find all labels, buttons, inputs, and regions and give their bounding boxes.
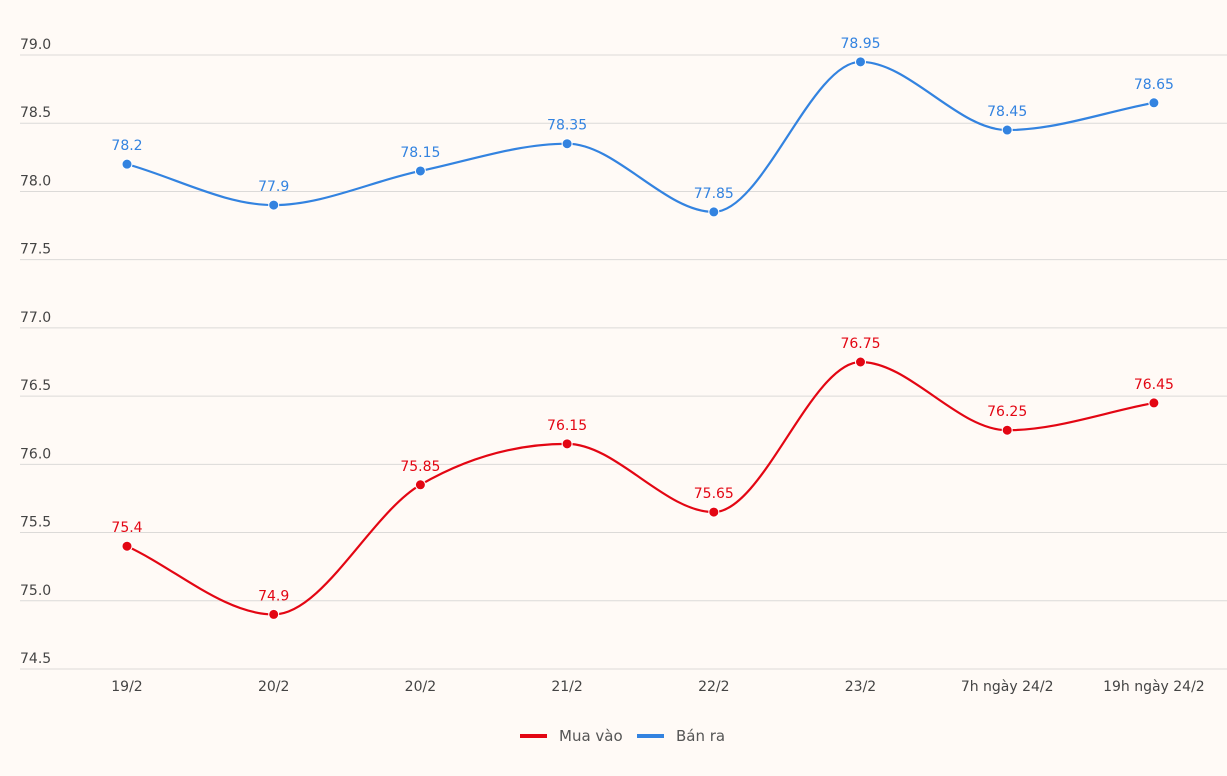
data-point <box>561 138 573 150</box>
y-tick-label: 77.5 <box>20 242 51 258</box>
x-tick-label: 20/2 <box>258 679 289 695</box>
data-label: 78.45 <box>987 104 1027 120</box>
data-label: 77.85 <box>694 186 734 202</box>
legend-label: Bán ra <box>676 727 725 745</box>
x-tick-label: 20/2 <box>405 679 436 695</box>
x-tick-label: 21/2 <box>551 679 582 695</box>
x-tick-label: 23/2 <box>845 679 876 695</box>
x-tick-label: 19h ngày 24/2 <box>1103 679 1205 695</box>
data-point <box>1001 124 1013 136</box>
data-label: 75.65 <box>694 486 734 502</box>
y-tick-label: 75.5 <box>20 515 51 531</box>
data-point <box>121 158 133 170</box>
data-label: 75.85 <box>400 459 440 475</box>
series-mua-vao: 75.4 74.9 75.85 76.15 75.65 76.75 76.25 76.45 <box>111 336 1174 620</box>
data-point <box>561 438 573 450</box>
data-label: 76.45 <box>1134 377 1174 393</box>
data-point <box>414 479 426 491</box>
data-label: 76.75 <box>840 336 880 352</box>
y-tick-label: 78.5 <box>20 105 51 121</box>
data-label: 76.15 <box>547 418 587 434</box>
data-label: 78.95 <box>840 36 880 52</box>
x-axis: 19/2 20/2 20/2 21/2 22/2 23/2 7h ngày 24/2 19h … <box>111 679 1204 695</box>
grid: 74.5 75.0 75.5 76.0 76.5 77.0 77.5 78.0 78.5 79.0 <box>20 37 1227 670</box>
y-tick-label: 74.5 <box>20 651 51 667</box>
legend-label: Mua vào <box>559 727 623 745</box>
data-point <box>268 199 280 211</box>
legend-item[interactable]: Mua vào <box>520 727 623 745</box>
data-point <box>414 165 426 177</box>
data-point <box>1148 97 1160 109</box>
data-point <box>1148 397 1160 409</box>
data-label: 75.4 <box>111 520 142 536</box>
y-tick-label: 78.0 <box>20 173 51 189</box>
y-tick-label: 76.5 <box>20 378 51 394</box>
series-ban-ra: 78.2 77.9 78.15 78.35 77.85 78.95 78.45 78.65 <box>111 36 1174 218</box>
data-label: 78.15 <box>400 145 440 161</box>
y-tick-label: 76.0 <box>20 446 51 462</box>
x-tick-label: 19/2 <box>111 679 142 695</box>
legend-item[interactable]: Bán ra <box>637 727 725 745</box>
data-label: 78.2 <box>111 138 142 154</box>
x-tick-label: 7h ngày 24/2 <box>961 679 1054 695</box>
data-label: 74.9 <box>258 588 289 604</box>
legend: Mua vào Bán ra <box>520 727 725 745</box>
data-point <box>121 540 133 552</box>
data-label: 78.35 <box>547 118 587 134</box>
y-tick-label: 79.0 <box>20 37 51 53</box>
series-line <box>126 360 1155 616</box>
y-tick-label: 75.0 <box>20 583 51 599</box>
data-label: 78.65 <box>1134 77 1174 93</box>
series-group: 75.4 74.9 75.85 76.15 75.65 76.75 76.25 76.45 78… <box>111 36 1174 620</box>
data-point <box>855 56 866 68</box>
series-line <box>126 60 1155 214</box>
data-point <box>268 608 280 620</box>
data-label: 76.25 <box>987 404 1027 420</box>
x-tick-label: 22/2 <box>698 679 729 695</box>
data-label: 77.9 <box>258 179 289 195</box>
data-point <box>708 506 720 518</box>
data-point <box>1001 424 1013 436</box>
data-point <box>855 356 866 368</box>
data-point <box>708 206 720 218</box>
y-tick-label: 77.0 <box>20 310 51 326</box>
